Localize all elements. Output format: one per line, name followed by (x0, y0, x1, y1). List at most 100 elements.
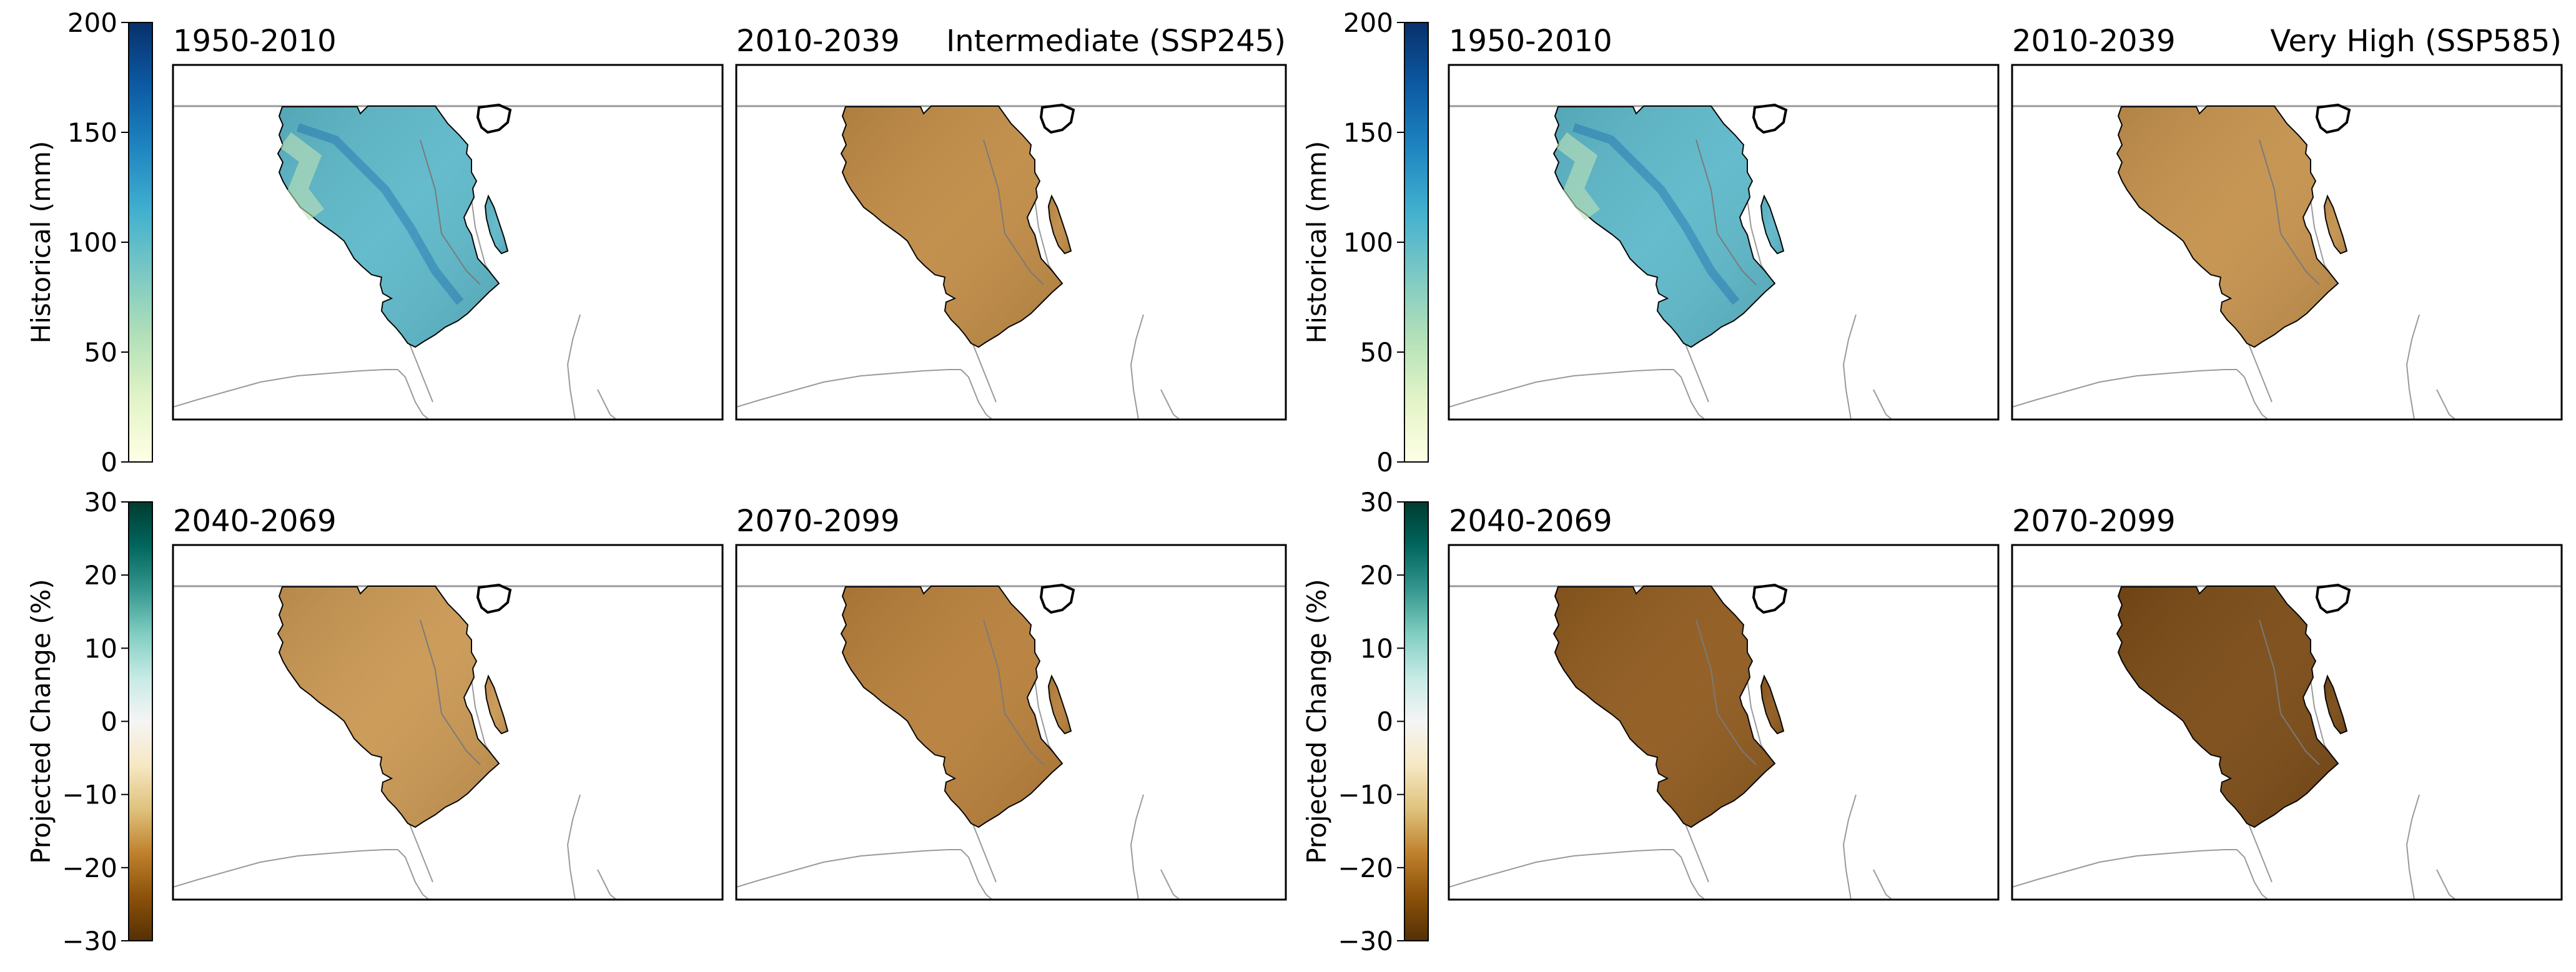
state-border-line (736, 849, 961, 888)
colorbar-tick-label: 150 (67, 117, 117, 148)
colorbar-tick-label: 100 (1343, 227, 1393, 258)
state-border-line (2012, 369, 2237, 408)
colorbar-label: Projected Change (%) (26, 579, 56, 863)
state-border-line (1160, 869, 1180, 900)
dry-band (280, 132, 324, 220)
colorbar-tick-label: 0 (101, 447, 117, 478)
dry-band (1556, 132, 1600, 220)
state-border-line (2436, 389, 2456, 420)
map-2070-2099 (735, 544, 1287, 901)
map-frame (1448, 64, 2000, 421)
map-frame (2011, 64, 2563, 421)
region-texture (1554, 106, 1784, 347)
state-border-line (566, 314, 581, 420)
state-border-line (2236, 849, 2269, 900)
state-border-line (2406, 794, 2420, 900)
colorbar-historical: 0 50 100 150 200 Historical (mm) (26, 7, 153, 478)
watershed-outline (1039, 583, 1075, 614)
colorbar-ramp (1404, 22, 1429, 463)
panel-title-2040-2069: 2040-2069 (173, 504, 337, 539)
internal-border-line (983, 139, 1044, 285)
colorbar-change: −30 −20 −10 0 10 20 30 Projected Change (%) (26, 487, 153, 956)
state-border-line (1842, 314, 1857, 420)
colorbar-tick-label: 100 (67, 227, 117, 258)
state-border-line (1130, 794, 1144, 900)
watershed-outline (2315, 103, 2351, 134)
colorbar-ramp (1404, 501, 1429, 941)
state-border-line (2406, 314, 2420, 420)
state-border-line (597, 389, 617, 420)
state-border-line (1160, 389, 1180, 420)
colorbar-tick-label: −30 (1338, 926, 1393, 956)
map-frame (735, 64, 1287, 421)
state-border-line (1873, 869, 1893, 900)
state-border-line (597, 869, 617, 900)
state-border-line (960, 369, 993, 420)
scenario-label: Intermediate (SSP245) (946, 24, 1286, 59)
state-border-line (173, 849, 398, 888)
internal-border-line (1695, 139, 1757, 285)
colorbar-tick-label: 30 (84, 487, 117, 518)
internal-border-line (983, 619, 1044, 765)
panel-title-2070-2099: 2070-2099 (2012, 504, 2176, 539)
map-frame (735, 544, 1287, 901)
state-border-line (566, 794, 581, 900)
region-texture (278, 106, 508, 347)
state-border-line (1130, 314, 1144, 420)
state-border-line (736, 369, 961, 408)
state-border-line (1449, 369, 1674, 408)
panel-title-2010-2039: 2010-2039 (2012, 24, 2176, 59)
colorbar-tick-label: 20 (1360, 560, 1393, 591)
internal-border-line (1695, 619, 1757, 765)
colorbar-label: Projected Change (%) (1301, 579, 1332, 863)
map-2040-2069 (172, 544, 724, 901)
colorbar-tick-label: 50 (1360, 337, 1393, 368)
region-texture (1554, 586, 1784, 827)
colorbar-tick-label: 0 (1376, 707, 1393, 737)
colorbar-tick-label: −10 (62, 780, 117, 810)
map-historical (1448, 64, 2000, 421)
state-border-line (1673, 849, 1705, 900)
panel-title-2010-2039: 2010-2039 (736, 24, 900, 59)
colorbar-change: −30 −20 −10 0 10 20 30 Projected Change (%) (1301, 487, 1429, 956)
colorbar-tick-label: 200 (1343, 7, 1393, 38)
watershed-outline (2315, 583, 2351, 614)
colorbar-ramp (128, 22, 153, 463)
state-border-line (2012, 849, 2237, 888)
watershed-outline (1039, 103, 1075, 134)
colorbar-tick-label: −30 (62, 926, 117, 956)
state-border-line (2436, 869, 2456, 900)
panel-title-historical: 1950-2010 (173, 24, 337, 59)
colorbar-tick-label: −20 (62, 853, 117, 883)
map-historical (172, 64, 724, 421)
map-frame (172, 64, 724, 421)
watershed-outline (1752, 103, 1788, 134)
colorbar-label: Historical (mm) (26, 141, 56, 344)
colorbar-tick-label: 10 (1360, 633, 1393, 664)
region-texture (2117, 586, 2347, 827)
scenario-label: Very High (SSP585) (2270, 24, 2562, 59)
wet-band (296, 123, 464, 305)
internal-border-line (2259, 619, 2320, 765)
state-border-line (173, 369, 398, 408)
map-2040-2069 (1448, 544, 2000, 901)
internal-border-line (420, 619, 481, 765)
state-border-line (397, 369, 430, 420)
colorbar-tick-label: 50 (84, 337, 117, 368)
region-texture (841, 586, 1071, 827)
colorbar-tick-label: 20 (84, 560, 117, 591)
colorbar-tick-label: −20 (1338, 853, 1393, 883)
map-frame (1448, 544, 2000, 901)
map-frame (172, 544, 724, 901)
watershed-outline (1752, 583, 1788, 614)
map-2010-2039 (2011, 64, 2563, 421)
state-border-line (397, 849, 430, 900)
region-texture (841, 106, 1071, 347)
state-border-line (960, 849, 993, 900)
region-texture (2117, 106, 2347, 347)
state-border-line (2236, 369, 2269, 420)
colorbar-tick-label: −10 (1338, 780, 1393, 810)
colorbar-tick-label: 30 (1360, 487, 1393, 518)
watershed-outline (476, 583, 512, 614)
state-border-line (1873, 389, 1893, 420)
